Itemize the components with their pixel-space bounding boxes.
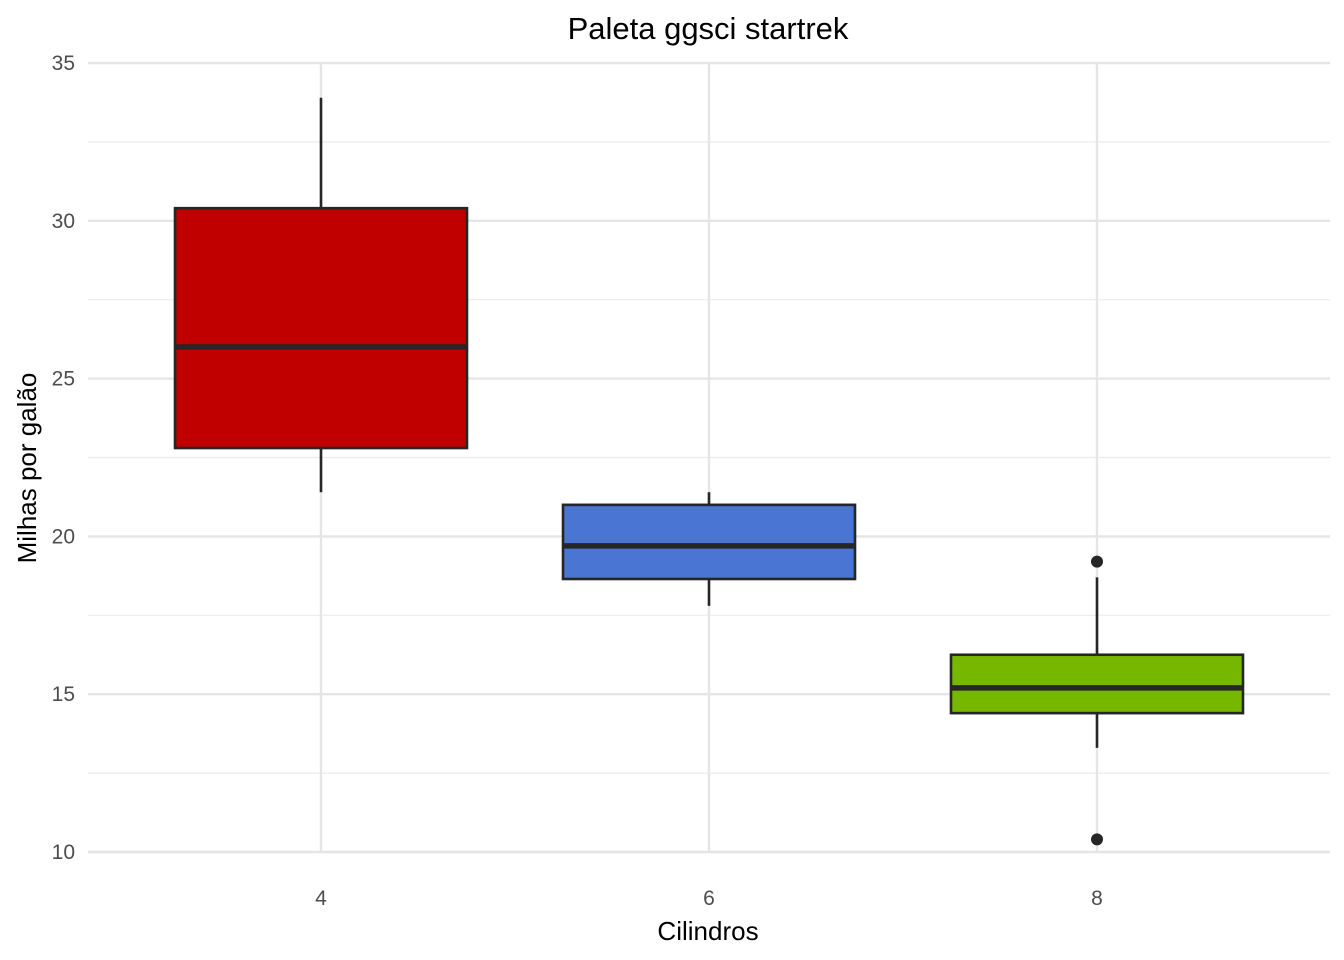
chart-title: Paleta ggsci startrek: [568, 11, 849, 46]
y-tick-label: 10: [52, 841, 75, 864]
x-tick-label: 8: [1091, 887, 1103, 910]
box-body: [173, 206, 469, 450]
box-body: [561, 503, 857, 581]
outlier-point: [1091, 555, 1103, 568]
x-axis-title: Cilindros: [657, 916, 758, 946]
y-tick-label: 25: [52, 368, 75, 391]
box-body: [949, 653, 1245, 715]
y-tick-label: 15: [52, 683, 75, 706]
y-tick-label: 35: [52, 52, 75, 75]
y-tick-labels: 10 15 20 25 30 35: [52, 52, 75, 864]
box-6: [561, 492, 857, 606]
outlier-point: [1091, 833, 1103, 846]
boxes: [173, 97, 1245, 846]
y-tick-label: 30: [52, 210, 75, 233]
y-tick-label: 20: [52, 525, 75, 548]
x-tick-labels: 4 6 8: [315, 887, 1103, 910]
y-axis-title: Milhas por galão: [12, 373, 42, 564]
box-8: [949, 555, 1245, 846]
x-tick-label: 6: [703, 887, 715, 910]
x-tick-label: 4: [315, 887, 327, 910]
grid-lines: [88, 61, 1330, 854]
box-4: [173, 97, 469, 493]
